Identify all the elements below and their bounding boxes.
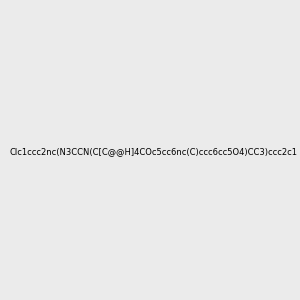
Text: Clc1ccc2nc(N3CCN(C[C@@H]4COc5cc6nc(C)ccc6cc5O4)CC3)ccc2c1: Clc1ccc2nc(N3CCN(C[C@@H]4COc5cc6nc(C)ccc… <box>10 147 298 156</box>
